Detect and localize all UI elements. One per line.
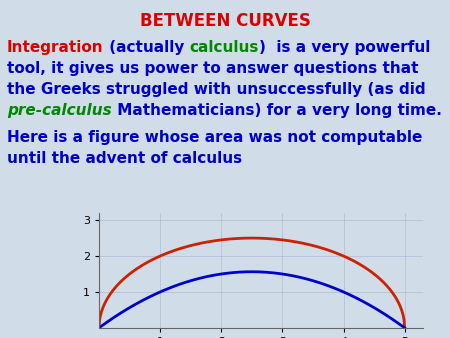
Text: pre-calculus: pre-calculus: [7, 103, 112, 118]
Text: until the advent of calculus: until the advent of calculus: [7, 151, 242, 166]
Text: Mathematicians) for a very long time.: Mathematicians) for a very long time.: [112, 103, 441, 118]
Text: Integration: Integration: [7, 40, 104, 55]
Text: (actually: (actually: [104, 40, 189, 55]
Text: BETWEEN CURVES: BETWEEN CURVES: [140, 12, 310, 30]
Text: )  is a very powerful: ) is a very powerful: [259, 40, 430, 55]
Text: tool, it gives us power to answer questions that: tool, it gives us power to answer questi…: [7, 61, 418, 76]
Text: calculus: calculus: [189, 40, 259, 55]
Text: the Greeks struggled with unsuccessfully (as did: the Greeks struggled with unsuccessfully…: [7, 82, 426, 97]
Text: Here is a figure whose area was not computable: Here is a figure whose area was not comp…: [7, 130, 423, 145]
